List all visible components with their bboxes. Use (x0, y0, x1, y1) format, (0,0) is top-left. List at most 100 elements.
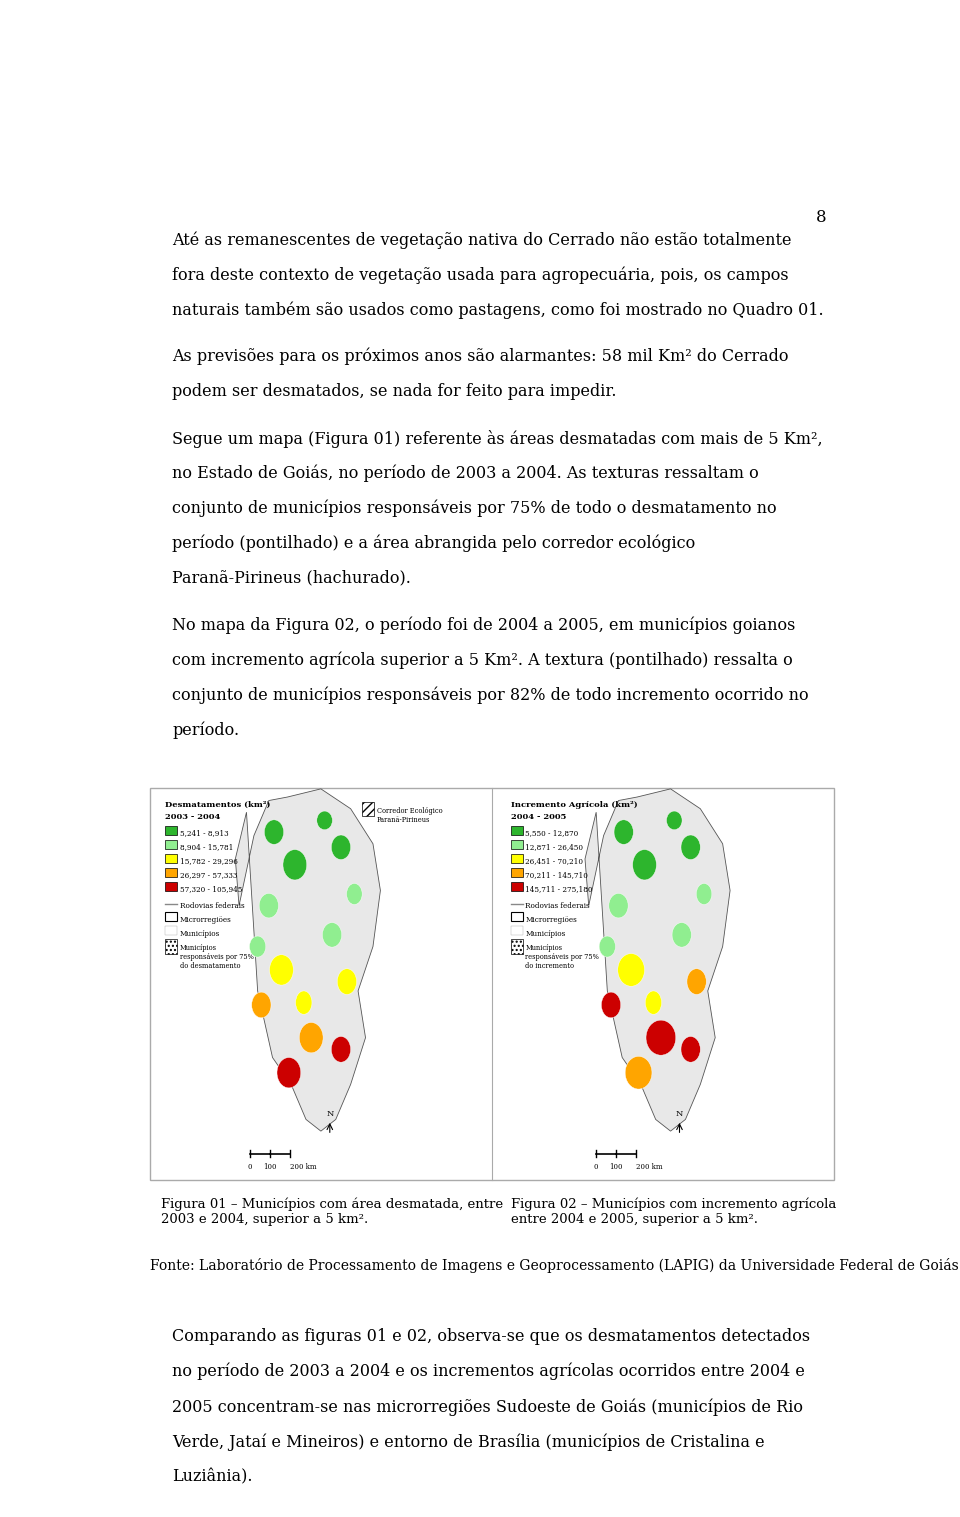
Bar (511, 825, 522, 834)
Bar (511, 854, 522, 863)
Text: 70,211 - 145,710: 70,211 - 145,710 (525, 871, 588, 880)
Text: podem ser desmatados, se nada for feito para impedir.: podem ser desmatados, se nada for feito … (172, 382, 616, 400)
Text: Municípios
responsáveis por 75%
do desmatamento: Municípios responsáveis por 75% do desma… (180, 944, 253, 969)
Text: No mapa da Figura 02, o período foi de 2004 a 2005, em municípios goianos: No mapa da Figura 02, o período foi de 2… (172, 616, 796, 634)
Text: Verde, Jataí e Mineiros) e entorno de Brasília (municípios de Cristalina e: Verde, Jataí e Mineiros) e entorno de Br… (172, 1434, 765, 1450)
Text: conjunto de municípios responsáveis por 75% de todo o desmatamento no: conjunto de municípios responsáveis por … (172, 499, 777, 517)
Ellipse shape (323, 922, 342, 947)
Text: Rodovias federais: Rodovias federais (525, 901, 590, 910)
Ellipse shape (681, 1036, 701, 1062)
Text: Figura 01 – Municípios com área desmatada, entre
2003 e 2004, superior a 5 km².: Figura 01 – Municípios com área desmatad… (161, 1197, 503, 1226)
Ellipse shape (599, 936, 615, 957)
Text: Municípios: Municípios (525, 930, 565, 938)
Ellipse shape (601, 992, 621, 1018)
Text: 15,782 - 29,296: 15,782 - 29,296 (180, 857, 237, 865)
Polygon shape (235, 789, 380, 1132)
Text: no Estado de Goiás, no período de 2003 a 2004. As texturas ressaltam o: no Estado de Goiás, no período de 2003 a… (172, 464, 758, 482)
Bar (511, 840, 522, 850)
Ellipse shape (283, 850, 307, 880)
Bar (165, 881, 177, 890)
Text: 2005 concentram-se nas microrregiões Sudoeste de Goiás (municípios de Rio: 2005 concentram-se nas microrregiões Sud… (172, 1399, 804, 1415)
Bar (165, 825, 177, 834)
Text: Municípios: Municípios (180, 930, 220, 938)
Bar (511, 881, 522, 890)
Text: 100: 100 (610, 1164, 623, 1171)
Ellipse shape (264, 819, 284, 845)
Ellipse shape (645, 991, 661, 1015)
Polygon shape (585, 789, 730, 1132)
Text: no período de 2003 a 2004 e os incrementos agrícolas ocorridos entre 2004 e: no período de 2003 a 2004 e os increment… (172, 1362, 804, 1380)
Text: 5,241 - 8,913: 5,241 - 8,913 (180, 830, 228, 837)
Text: 8,904 - 15,781: 8,904 - 15,781 (180, 843, 233, 851)
Ellipse shape (277, 1057, 300, 1088)
Text: 26,297 - 57,333: 26,297 - 57,333 (180, 871, 237, 880)
Ellipse shape (296, 991, 312, 1015)
Bar (511, 939, 522, 954)
Ellipse shape (252, 992, 271, 1018)
Text: 12,871 - 26,450: 12,871 - 26,450 (525, 843, 584, 851)
Text: Corredor Ecológico
Paranã-Pirineus: Corredor Ecológico Paranã-Pirineus (376, 807, 443, 824)
Ellipse shape (331, 834, 350, 860)
Text: conjunto de municípios responsáveis por 82% de todo incremento ocorrido no: conjunto de municípios responsáveis por … (172, 687, 808, 704)
Text: Microrregiões: Microrregiões (525, 916, 577, 924)
Ellipse shape (696, 883, 712, 904)
Text: Luziânia).: Luziânia). (172, 1468, 252, 1485)
Text: Incremento Agrícola (km²): Incremento Agrícola (km²) (511, 801, 637, 809)
Text: Figura 02 – Municípios com incremento agrícola
entre 2004 e 2005, superior a 5 k: Figura 02 – Municípios com incremento ag… (511, 1197, 836, 1226)
Text: período (pontilhado) e a área abrangida pelo corredor ecológico: período (pontilhado) e a área abrangida … (172, 536, 695, 552)
Bar (165, 925, 177, 936)
Bar (165, 939, 177, 954)
Bar (165, 912, 177, 921)
Text: 0: 0 (248, 1164, 252, 1171)
Bar (150, 789, 834, 1180)
Text: N: N (326, 1109, 333, 1118)
Text: Até as remanescentes de vegetação nativa do Cerrado não estão totalmente: Até as remanescentes de vegetação nativa… (172, 231, 792, 249)
Ellipse shape (609, 894, 628, 918)
Text: 57,320 - 105,945: 57,320 - 105,945 (180, 886, 242, 894)
Text: As previsões para os próximos anos são alarmantes: 58 mil Km² do Cerrado: As previsões para os próximos anos são a… (172, 347, 788, 366)
Text: 2003 - 2004: 2003 - 2004 (165, 813, 220, 821)
Ellipse shape (633, 850, 657, 880)
Text: Municípios
responsáveis por 75%
do incremento: Municípios responsáveis por 75% do incre… (525, 944, 599, 969)
Text: Segue um mapa (Figura 01) referente às áreas desmatadas com mais de 5 Km²,: Segue um mapa (Figura 01) referente às á… (172, 429, 823, 448)
Text: 0: 0 (594, 1164, 598, 1171)
Ellipse shape (300, 1022, 324, 1053)
Ellipse shape (614, 819, 634, 845)
Bar (511, 912, 522, 921)
Text: Microrregiões: Microrregiões (180, 916, 231, 924)
Text: 200 km: 200 km (290, 1164, 317, 1171)
Text: Fonte: Laboratório de Processamento de Imagens e Geoprocessamento (LAPIG) da Uni: Fonte: Laboratório de Processamento de I… (150, 1258, 960, 1273)
Bar (511, 868, 522, 877)
Bar (511, 925, 522, 936)
Text: Paranã-Pirineus (hachurado).: Paranã-Pirineus (hachurado). (172, 570, 411, 587)
Text: 2004 - 2005: 2004 - 2005 (511, 813, 566, 821)
Text: fora deste contexto de vegetação usada para agropecuária, pois, os campos: fora deste contexto de vegetação usada p… (172, 265, 789, 284)
Ellipse shape (337, 969, 356, 995)
Bar (165, 854, 177, 863)
Text: 145,711 - 275,180: 145,711 - 275,180 (525, 886, 593, 894)
Ellipse shape (666, 812, 683, 830)
Text: 8: 8 (816, 209, 827, 226)
Ellipse shape (331, 1036, 350, 1062)
Ellipse shape (681, 834, 701, 860)
Bar (165, 868, 177, 877)
Text: 5,550 - 12,870: 5,550 - 12,870 (525, 830, 579, 837)
Text: 100: 100 (264, 1164, 277, 1171)
Bar (362, 802, 373, 816)
Text: 26,451 - 70,210: 26,451 - 70,210 (525, 857, 584, 865)
Text: período.: período. (172, 722, 239, 739)
Ellipse shape (270, 954, 294, 985)
Text: naturais também são usados como pastagens, como foi mostrado no Quadro 01.: naturais também são usados como pastagen… (172, 302, 824, 319)
Bar (165, 840, 177, 850)
Text: com incremento agrícola superior a 5 Km². A textura (pontilhado) ressalta o: com incremento agrícola superior a 5 Km²… (172, 652, 793, 669)
Text: N: N (676, 1109, 684, 1118)
Ellipse shape (672, 922, 691, 947)
Ellipse shape (687, 969, 707, 995)
Text: Desmatamentos (km²): Desmatamentos (km²) (165, 801, 270, 809)
Text: 200 km: 200 km (636, 1164, 663, 1171)
Text: Comparando as figuras 01 e 02, observa-se que os desmatamentos detectados: Comparando as figuras 01 e 02, observa-s… (172, 1327, 810, 1346)
Ellipse shape (317, 812, 332, 830)
Text: Rodovias federais: Rodovias federais (180, 901, 244, 910)
Ellipse shape (625, 1056, 652, 1089)
Ellipse shape (646, 1019, 676, 1056)
